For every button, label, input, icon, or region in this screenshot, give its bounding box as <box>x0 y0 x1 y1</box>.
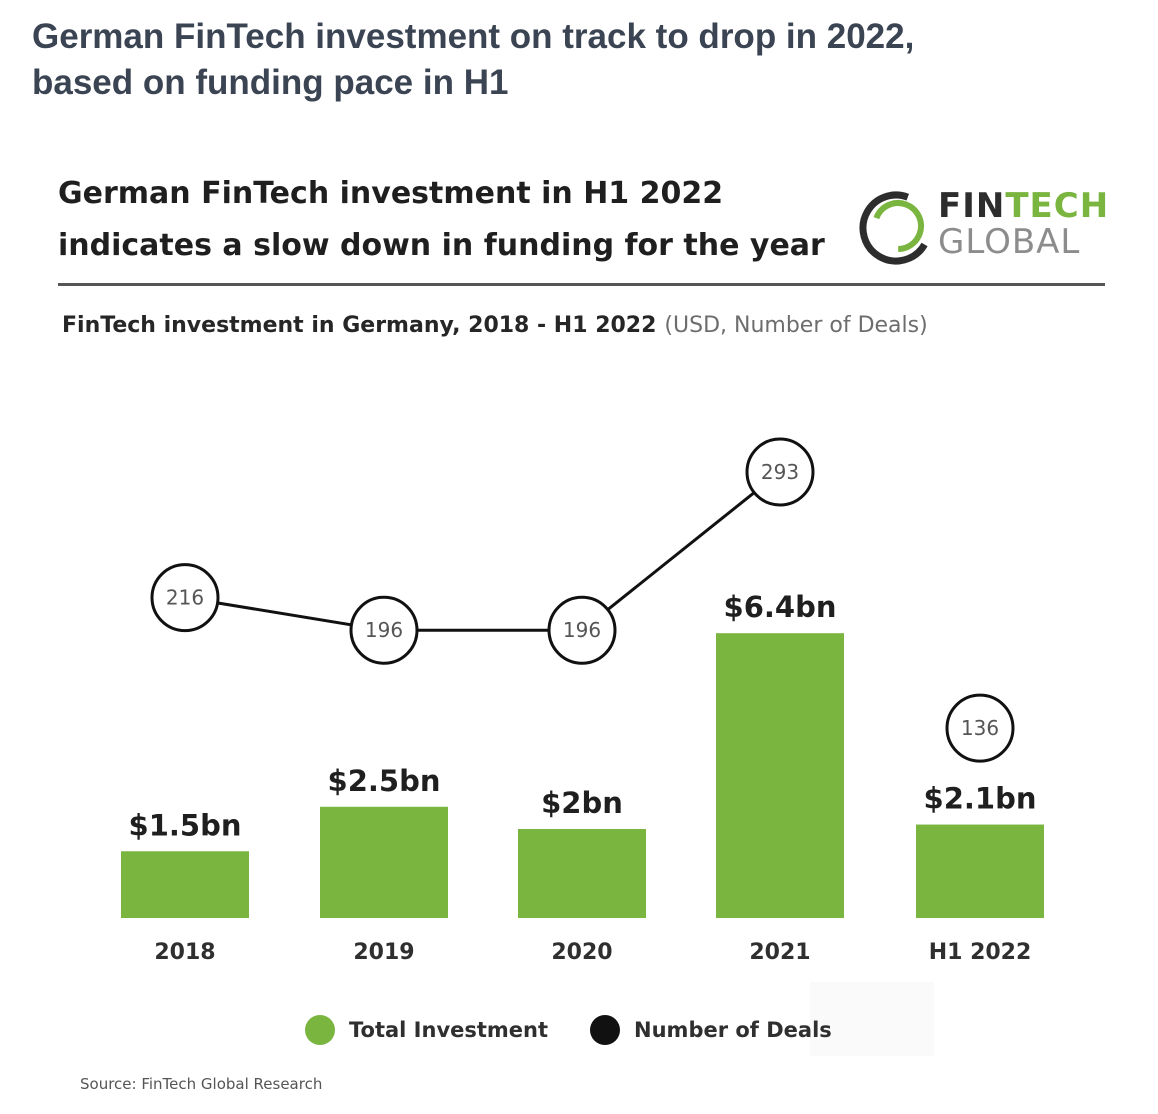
investment-value-label-4: $2.1bn <box>924 782 1037 816</box>
legend-swatch-deals <box>590 1015 621 1045</box>
logo-word-global: GLOBAL <box>938 222 1081 262</box>
chart-subtitle: FinTech investment in Germany, 2018 - H1… <box>62 310 928 342</box>
deals-point-2 <box>547 595 617 665</box>
chart-card-title: German FinTech investment in H1 2022 ind… <box>58 168 825 272</box>
deals-value-label-2: 196 <box>563 618 601 642</box>
logo-word-fin: FIN <box>938 186 1006 226</box>
investment-bar-3 <box>716 633 844 918</box>
deals-point-1 <box>349 595 419 665</box>
legend-label-investment: Total Investment <box>349 1018 549 1042</box>
title-divider <box>58 283 1105 286</box>
deals-point-4 <box>945 693 1015 763</box>
deals-point-0 <box>150 563 220 633</box>
category-label-1: 2019 <box>353 940 414 965</box>
deals-value-label-1: 196 <box>365 618 403 642</box>
deals-value-label-4: 136 <box>961 716 999 740</box>
chart-subtitle-main: FinTech investment in Germany, 2018 - H1… <box>62 313 657 338</box>
deals-value-label-3: 293 <box>761 460 799 484</box>
category-label-4: H1 2022 <box>929 940 1032 965</box>
chart-card-title-line-1: German FinTech investment in H1 2022 <box>58 176 724 211</box>
category-label-2: 2020 <box>551 940 612 965</box>
legend-label-deals: Number of Deals <box>634 1018 832 1042</box>
chart-subtitle-units: (USD, Number of Deals) <box>664 313 928 338</box>
category-label-0: 2018 <box>154 940 215 965</box>
blank-patch <box>810 982 934 1056</box>
deals-value-label-0: 216 <box>166 586 204 610</box>
page-title-line-2: based on funding pace in H1 <box>32 63 509 102</box>
investment-value-label-3: $6.4bn <box>724 590 837 624</box>
deals-point-3 <box>745 437 815 507</box>
category-label-3: 2021 <box>749 940 810 965</box>
logo-word-tech: TECH <box>1005 186 1110 226</box>
investment-value-label-1: $2.5bn <box>328 764 441 798</box>
fintech-global-logo: FINTECH GLOBAL <box>858 186 1108 266</box>
investment-bar-2 <box>518 829 646 918</box>
page-title: German FinTech investment on track to dr… <box>32 14 1132 106</box>
legend-item-investment: Total Investment <box>305 1015 548 1045</box>
deals-line-segment-2 <box>581 470 781 632</box>
page-title-line-1: German FinTech investment on track to dr… <box>32 17 915 56</box>
investment-bar-1 <box>320 806 448 918</box>
chart-card-title-line-2: indicates a slow down in funding for the… <box>58 228 825 263</box>
legend-swatch-investment <box>305 1015 335 1045</box>
fintech-global-logo-icon <box>859 191 933 265</box>
investment-value-label-2: $2bn <box>541 786 623 820</box>
investment-bar-4 <box>916 824 1044 918</box>
investment-value-label-0: $1.5bn <box>129 808 242 842</box>
source-note: Source: FinTech Global Research <box>80 1075 323 1093</box>
investment-bar-0 <box>121 851 249 918</box>
legend-item-deals: Number of Deals <box>590 1015 832 1045</box>
logo-word-fintech: FINTECH <box>938 188 1109 224</box>
chart-legend: Total Investment Number of Deals <box>305 1012 874 1048</box>
